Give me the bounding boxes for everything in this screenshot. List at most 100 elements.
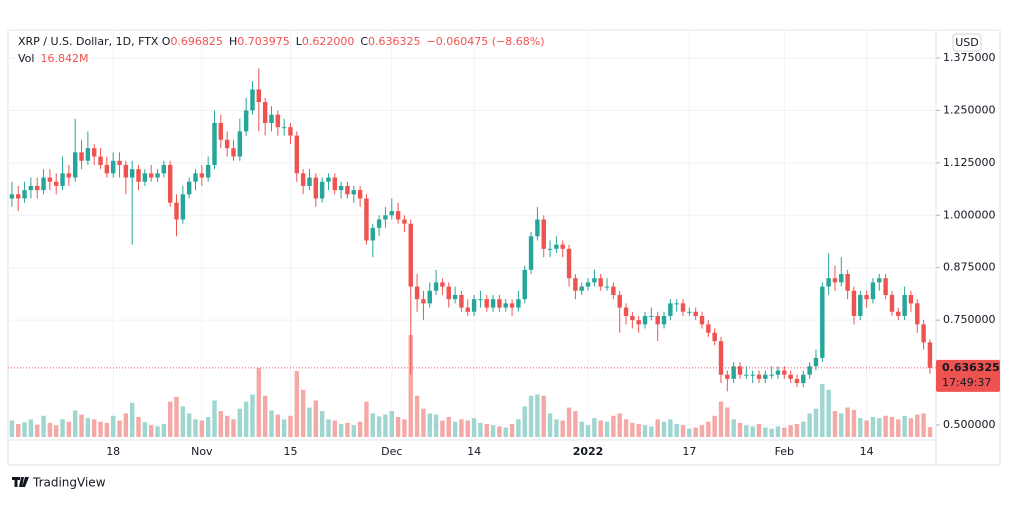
candle-body — [744, 374, 749, 376]
candle-body — [497, 299, 502, 308]
volume-bar — [465, 420, 470, 437]
volume-bar — [617, 413, 622, 437]
ohlc-key: L — [296, 35, 303, 48]
candle-body — [807, 366, 812, 375]
ohlc-value: 0.622000 — [302, 35, 355, 48]
volume-bar — [79, 414, 84, 437]
candle-body — [408, 223, 413, 287]
volume-bar — [123, 413, 129, 437]
ohlc-key: O — [162, 35, 171, 48]
x-tick-label: 18 — [106, 445, 120, 458]
candle-body — [927, 342, 933, 368]
brand: TradingView — [32, 476, 106, 490]
candle-body — [775, 370, 781, 375]
candle-body — [117, 160, 122, 165]
candle-body — [186, 181, 192, 195]
candle-body — [142, 173, 148, 182]
candle-body — [243, 110, 249, 132]
volume-bar — [687, 428, 692, 437]
currency[interactable]: USD — [955, 36, 979, 49]
volume-bar — [718, 401, 724, 437]
candle-body — [224, 139, 230, 149]
candle-body — [452, 294, 458, 300]
candle-body — [611, 286, 616, 295]
volume-bar — [547, 413, 553, 437]
volume-bar — [22, 422, 27, 437]
candle-body — [345, 185, 350, 195]
last-price-label: 0.636325 — [942, 361, 1000, 374]
volume-bar — [459, 419, 464, 437]
candle-body — [573, 278, 578, 291]
volume-bar — [801, 421, 806, 437]
volume-bar — [845, 407, 850, 437]
volume-bar — [332, 420, 338, 437]
candle-body — [826, 278, 831, 287]
candle-body — [389, 211, 394, 216]
candle-body — [908, 294, 914, 304]
volume-bar — [205, 416, 211, 437]
volume-bar — [300, 389, 306, 437]
candle-body — [383, 215, 388, 220]
candle-body — [22, 190, 27, 199]
y-tick-label: 1.000000 — [943, 208, 996, 221]
candle-body — [718, 341, 724, 375]
volume-bar — [782, 427, 787, 437]
candle-body — [845, 274, 850, 291]
candle-body — [560, 244, 565, 249]
volume-bar — [706, 421, 711, 437]
volume-bar — [307, 407, 312, 437]
ohlc-value: 0.636325 — [368, 35, 421, 48]
volume-bar — [712, 415, 717, 437]
candle-body — [205, 164, 211, 178]
candle-body — [579, 286, 584, 291]
candle-body — [889, 294, 895, 312]
volume-bar — [813, 408, 819, 437]
volume-bar — [408, 335, 413, 437]
volume-bar — [598, 420, 603, 437]
volume-bar — [731, 419, 736, 437]
volume-bar — [281, 419, 287, 437]
currency-box[interactable] — [952, 33, 982, 52]
candle-body — [364, 198, 369, 241]
candle-body — [668, 303, 673, 316]
volume-bar — [275, 414, 281, 437]
volume-bar — [54, 425, 59, 437]
candle-body — [750, 374, 755, 376]
candle-body — [338, 185, 344, 191]
candle-body — [110, 160, 116, 174]
candle-body — [319, 181, 325, 199]
volume-bar — [528, 395, 534, 437]
candle-body — [79, 152, 84, 161]
volume-bar — [560, 420, 565, 437]
candle-body — [41, 177, 46, 191]
candle-body — [655, 315, 660, 325]
volume-bar — [161, 424, 167, 437]
volume-bar — [522, 406, 527, 437]
grid — [8, 30, 936, 440]
volume-bar — [763, 427, 768, 437]
volume-bar — [237, 408, 243, 437]
volume-bar — [516, 419, 521, 437]
volume-bar — [142, 422, 148, 437]
candle-body — [788, 374, 793, 379]
legend-header: XRP / U.S. Dollar, 1D, FTX O0.696825 H0.70… — [18, 35, 545, 48]
volume-bar — [478, 422, 483, 437]
volume-bar — [186, 413, 192, 437]
candle-body — [820, 286, 825, 358]
volume-bar — [319, 411, 325, 437]
volume-bar — [117, 420, 122, 437]
volume-bar — [174, 396, 179, 437]
volume-bar — [649, 426, 654, 437]
candle-body — [427, 290, 432, 304]
candle-body — [60, 173, 65, 186]
volume-bar — [877, 418, 882, 437]
candle-body — [484, 299, 489, 308]
candle-body — [237, 131, 243, 157]
candle-body — [376, 219, 382, 228]
candle-body — [763, 374, 768, 379]
candle-body — [98, 156, 103, 165]
ohlc-value: 0.703975 — [237, 35, 290, 48]
candle-body — [478, 299, 483, 301]
volume-bar — [820, 383, 825, 437]
candle-body — [294, 135, 300, 174]
